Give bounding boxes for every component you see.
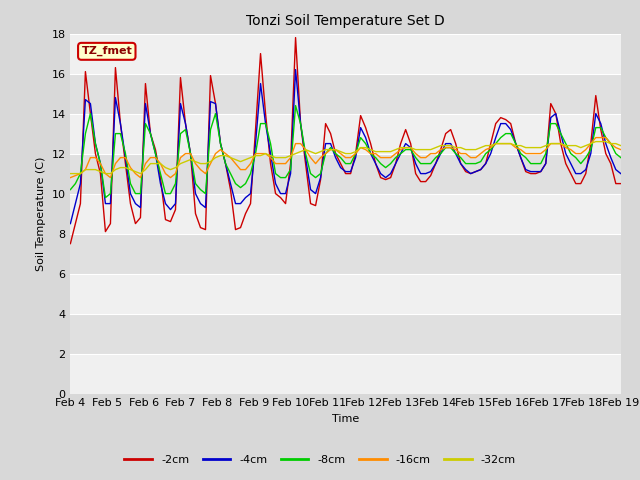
Bar [70, 274, 621, 313]
Bar [70, 114, 621, 154]
Bar [70, 73, 621, 114]
Bar [70, 313, 621, 354]
Bar [70, 234, 621, 274]
X-axis label: Time: Time [332, 414, 359, 424]
Bar [70, 354, 621, 394]
Bar [70, 154, 621, 193]
Bar [70, 34, 621, 73]
Legend: -2cm, -4cm, -8cm, -16cm, -32cm: -2cm, -4cm, -8cm, -16cm, -32cm [120, 451, 520, 469]
Title: Tonzi Soil Temperature Set D: Tonzi Soil Temperature Set D [246, 14, 445, 28]
Bar [70, 193, 621, 234]
Y-axis label: Soil Temperature (C): Soil Temperature (C) [36, 156, 46, 271]
Text: TZ_fmet: TZ_fmet [81, 46, 132, 57]
